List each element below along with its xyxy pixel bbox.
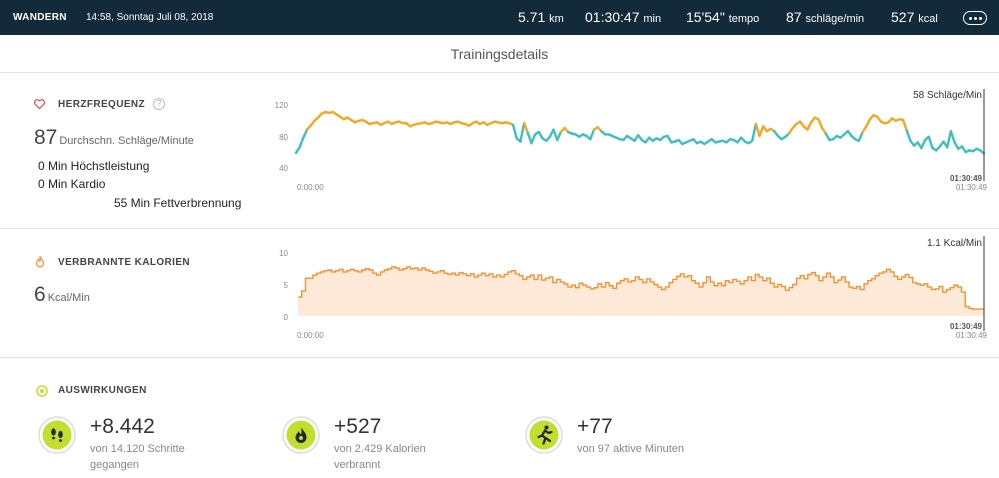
workout-datetime: 14:58, Sonntag Juli 08, 2018: [86, 12, 214, 23]
cal-ytick-0: 0: [284, 313, 289, 322]
calories-rate-value: 6: [34, 283, 46, 306]
hr-current-label: 58 Schläge/Min: [913, 90, 982, 101]
avg-heart-rate-unit: Durchschn. Schläge/Minute: [59, 135, 194, 147]
hr-line-segment: [526, 131, 533, 145]
more-dot-icon: [968, 16, 972, 20]
stat-distance: 5.71 km: [518, 9, 564, 25]
steps-impact-value: +8.442: [90, 415, 155, 438]
hr-line-segment: [758, 125, 765, 138]
calories-start-time: 0:00:00: [297, 331, 324, 340]
hr-start-time: 0:00:00: [297, 183, 324, 192]
calories-end-time: 01:30:49: [956, 331, 988, 340]
hr-line-segment: [666, 134, 673, 144]
active-minutes-impact-subtitle: von 97 aktive Minuten: [577, 443, 685, 455]
calories-impact-subtitle: von 2.429 Kalorien verbrannt: [334, 443, 426, 471]
hr-line-segment: [953, 141, 960, 150]
calories-chart: 10 5 0 1.1 Kcal/Min 01:30:49 0:00:00 01:…: [279, 236, 988, 340]
hr-ytick-40: 40: [279, 164, 288, 173]
calories-rate-unit: Kcal/Min: [47, 292, 90, 304]
distance-value: 5.71: [518, 9, 546, 25]
hr-line-segment: [522, 122, 529, 134]
stat-calories: 527 kcal: [891, 9, 938, 25]
pace-value: 15'54": [686, 9, 725, 25]
calories-line: [298, 266, 984, 310]
hr-line-segment: [901, 118, 908, 132]
more-options-button[interactable]: [963, 11, 987, 25]
flame-icon: [35, 256, 45, 268]
hr-line-segment: [552, 128, 559, 142]
divider: [0, 228, 999, 229]
calories-title: VERBRANNTE KALORIEN: [58, 257, 191, 268]
hr-line-segment: [751, 122, 758, 142]
cal-ytick-5: 5: [284, 281, 289, 290]
calories-unit: kcal: [918, 13, 938, 25]
hr-line-segment: [806, 121, 813, 131]
hr-line-segment: [865, 118, 872, 128]
hr-line-segment: [905, 129, 912, 142]
runner-icon: [525, 416, 563, 454]
workout-header-bar: WANDERN 14:58, Sonntag Juli 08, 2018 5.7…: [0, 0, 999, 35]
activity-type: WANDERN: [13, 12, 67, 23]
footsteps-icon: [38, 416, 76, 454]
hr-line-segment: [949, 130, 956, 144]
hr-line-segment: [302, 128, 309, 139]
divider: [0, 357, 999, 358]
cal-ytick-10: 10: [279, 249, 288, 258]
hr-line-segment: [556, 130, 563, 142]
stat-duration: 01:30:47 min: [585, 9, 661, 25]
calories-area-fill: [298, 266, 984, 316]
calories-impact-value: +527: [334, 415, 382, 438]
active-minutes-impact-value: +77: [577, 415, 613, 438]
hr-line-segment: [979, 149, 986, 155]
help-icon[interactable]: ?: [153, 98, 165, 110]
steps-impact-subtitle: von 14.120 Schritte gegangen: [90, 443, 185, 471]
hr-line-segment: [927, 135, 934, 150]
stat-pace: 15'54" tempo: [686, 9, 759, 25]
heart-rate-title: HERZFREQUENZ: [58, 99, 146, 110]
impact-title: AUSWIRKUNGEN: [58, 385, 147, 396]
duration-value: 01:30:47: [585, 9, 640, 25]
more-dot-icon: [978, 16, 982, 20]
avg-heart-rate: 87 Durchschn. Schläge/Minute: [34, 126, 194, 150]
heart-rate-chart: 120 80 40 58 Schläge/Min 01:30:49 0:00:0…: [275, 89, 988, 192]
heart-icon: [34, 99, 45, 109]
hr-line-segment: [817, 118, 824, 130]
hr-line-segment: [530, 133, 537, 145]
more-dot-icon: [973, 16, 977, 20]
heart-rate-unit: schläge/min: [805, 13, 865, 25]
hr-line-segment: [920, 138, 927, 150]
stat-heart-rate: 87 schläge/min: [786, 9, 864, 25]
calories-value: 527: [891, 9, 915, 25]
avg-heart-rate-value: 87: [34, 126, 58, 149]
flame-icon: [282, 416, 320, 454]
hr-end-marker-time: 01:30:49: [950, 174, 983, 183]
hr-ytick-80: 80: [279, 133, 288, 142]
heart-rate-value: 87: [786, 9, 802, 25]
hr-ytick-120: 120: [275, 101, 289, 110]
calories-current-label: 1.1 Kcal/Min: [927, 238, 982, 249]
hr-line-segment: [298, 136, 305, 149]
hr-line-segment: [589, 128, 596, 141]
distance-unit: km: [549, 13, 564, 25]
calories-rate: 6 Kcal/Min: [34, 283, 90, 307]
hr-end-time: 01:30:49: [956, 183, 988, 192]
pace-unit: tempo: [728, 13, 760, 25]
zone-peak: 0 Min Höchstleistung: [38, 159, 150, 173]
hr-line-segment: [519, 122, 526, 143]
hr-line-segment: [946, 130, 953, 149]
duration-unit: min: [643, 13, 662, 25]
hr-line-segment: [824, 132, 831, 142]
section-title: Trainingsdetails: [0, 35, 999, 73]
hr-line-segment: [754, 122, 761, 138]
calories-end-marker-time: 01:30:49: [950, 322, 983, 331]
zone-cardio: 0 Min Kardio: [38, 177, 106, 191]
zone-fat-burn: 55 Min Fettverbrennung: [114, 196, 242, 210]
hr-line-segment: [857, 130, 864, 142]
target-icon: [36, 385, 48, 397]
hr-line-segment: [537, 130, 544, 140]
hr-line-segment: [511, 123, 518, 140]
